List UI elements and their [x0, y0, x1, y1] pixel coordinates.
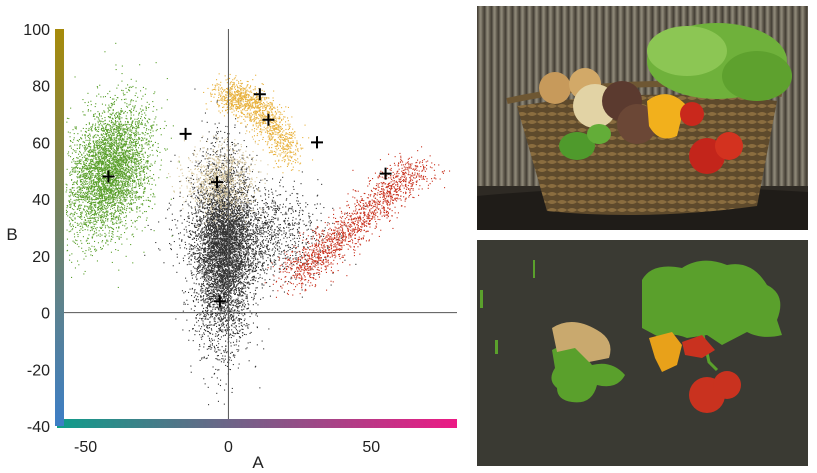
- segment-tan: [552, 321, 611, 362]
- y-axis-title: B: [6, 225, 17, 244]
- x-tick-label-1: 0: [224, 439, 233, 456]
- segmentation-map-image: [477, 240, 808, 466]
- series-1-points: [144, 136, 366, 300]
- y-tick-label-3: 20: [32, 249, 50, 266]
- points-layer: [65, 42, 451, 406]
- vegetable-basket-photo: [477, 6, 808, 230]
- x-tick-label-0: -50: [74, 439, 97, 456]
- series-5-points: [264, 146, 451, 298]
- centroid-layer: [102, 88, 392, 308]
- series-2-points: [65, 42, 180, 288]
- y-tick-label-0: -40: [27, 419, 50, 436]
- centroid-marker-4: [253, 88, 266, 101]
- x-tick-labels: -50 0 50: [74, 439, 380, 456]
- x-tick-label-2: 50: [362, 439, 380, 456]
- segment-red: [682, 335, 741, 413]
- scatter-plot: -50 0 50 -40 -20 0 20 40 60 80 100 A B: [6, 22, 457, 472]
- centroid-marker-0: [102, 170, 115, 183]
- centroid-marker-7: [379, 167, 392, 180]
- segment-orange: [649, 332, 682, 372]
- x-axis-title: A: [252, 453, 264, 472]
- x-colorbar: [57, 419, 457, 428]
- centroid-marker-1: [179, 127, 192, 140]
- centroid-marker-6: [311, 136, 323, 149]
- series-3-points: [168, 106, 269, 228]
- y-tick-label-7: 100: [23, 22, 50, 39]
- centroid-marker-2: [211, 176, 223, 189]
- y-tick-label-5: 60: [32, 135, 50, 152]
- series-4-points: [203, 73, 314, 174]
- centroid-marker-5: [262, 113, 275, 126]
- y-tick-label-2: 0: [41, 306, 50, 323]
- centroid-marker-3: [213, 295, 226, 308]
- y-colorbar: [55, 29, 64, 426]
- y-tick-label-4: 40: [32, 192, 50, 209]
- y-tick-label-6: 80: [32, 79, 50, 96]
- y-tick-label-1: -20: [27, 362, 50, 379]
- y-tick-labels: -40 -20 0 20 40 60 80 100: [23, 22, 50, 436]
